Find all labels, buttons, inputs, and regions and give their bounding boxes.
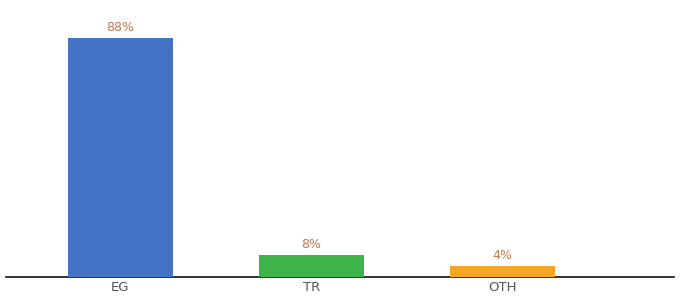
Bar bbox=[450, 266, 555, 277]
Text: 4%: 4% bbox=[492, 249, 513, 262]
Text: 8%: 8% bbox=[301, 238, 322, 251]
Bar bbox=[68, 38, 173, 277]
Bar bbox=[259, 255, 364, 277]
Text: 88%: 88% bbox=[106, 21, 134, 34]
